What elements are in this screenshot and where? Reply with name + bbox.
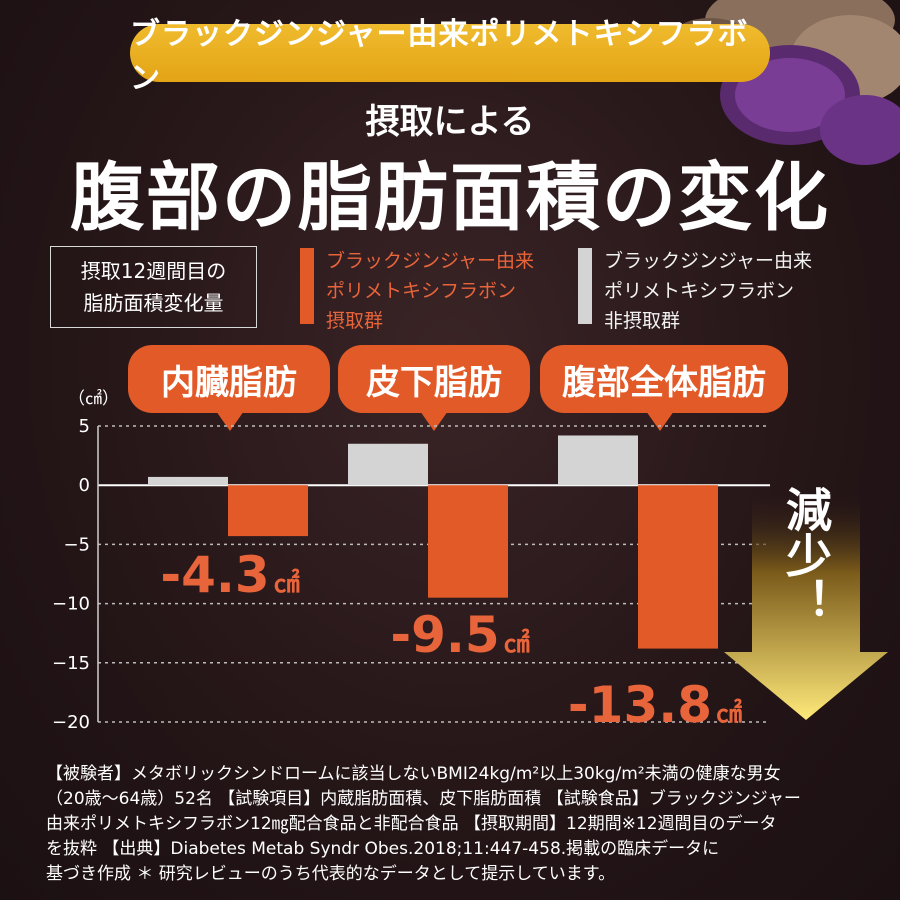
measure-label-line: 摂取12週間目の — [80, 259, 227, 283]
category-bubble-subcutaneous: 皮下脂肪 — [338, 345, 530, 431]
subtitle: 摂取による — [365, 102, 535, 142]
note-line: 【被験者】メタボリックシンドロームに該当しないBMI24kg/m²以上30kg/… — [46, 764, 781, 784]
legend-text: ブラックジンジャー由来 — [326, 250, 535, 272]
reduction-arrow — [724, 492, 888, 720]
category-bubble-visceral: 内臓脂肪 — [128, 345, 330, 431]
value-label: -9.5 ㎠ — [390, 606, 529, 664]
note-line: 由来ポリメトキシフラボン12㎎配合食品と非配合食品 【摂取期間】12期間※12週… — [46, 814, 777, 834]
bar-non-intake — [348, 443, 428, 486]
legend-text: ブラックジンジャー由来 — [604, 250, 813, 272]
y-tick-label: 0 — [79, 475, 90, 496]
legend-swatch-gray — [578, 248, 592, 324]
measure-label-box: 摂取12週間目の 脂肪面積変化量 — [50, 246, 257, 328]
legend-text: ポリメトキシフラボン — [326, 280, 517, 302]
y-tick-label: −10 — [52, 594, 90, 615]
legend-text: 摂取群 — [326, 310, 384, 332]
legend-swatch-orange — [300, 248, 314, 324]
y-tick-label: −5 — [63, 534, 90, 555]
category-label: 腹部全体脂肪 — [562, 362, 766, 403]
note-line: 基づき作成 ＊ 研究レビューのうち代表的なデータとして提示しています。 — [46, 864, 616, 884]
legend-text: 非摂取群 — [604, 310, 681, 332]
note-line: を抜粋 【出典】Diabetes Metab Syndr Obes.2018;1… — [46, 839, 720, 859]
y-tick-label: −15 — [52, 653, 90, 674]
category-label: 内臓脂肪 — [161, 362, 297, 403]
y-tick-label: 5 — [79, 416, 90, 437]
bar-intake — [638, 485, 718, 649]
category-bubble-total: 腹部全体脂肪 — [540, 345, 788, 431]
bar-intake — [228, 485, 308, 537]
page-title: 腹部の脂肪面積の変化 — [70, 155, 830, 241]
y-tick-label: −20 — [52, 712, 90, 733]
bar-non-intake — [148, 476, 228, 486]
legend-text: ポリメトキシフラボン — [604, 280, 795, 302]
measure-label-line: 脂肪面積変化量 — [83, 291, 224, 315]
bar-non-intake — [558, 435, 638, 486]
y-unit-label: （㎠） — [68, 389, 119, 409]
bar-intake — [428, 485, 508, 598]
value-label: -13.8 ㎠ — [568, 676, 742, 734]
note-line: （20歳〜64歳）52名 【試験項目】内蔵脂肪面積、皮下脂肪面積 【試験食品】ブ… — [46, 789, 801, 809]
reduction-label: 減少！ — [779, 486, 833, 624]
category-label: 皮下脂肪 — [366, 362, 502, 403]
value-label: -4.3 ㎠ — [160, 546, 299, 604]
study-notes: 【被験者】メタボリックシンドロームに該当しないBMI24kg/m²以上30kg/… — [46, 762, 866, 887]
